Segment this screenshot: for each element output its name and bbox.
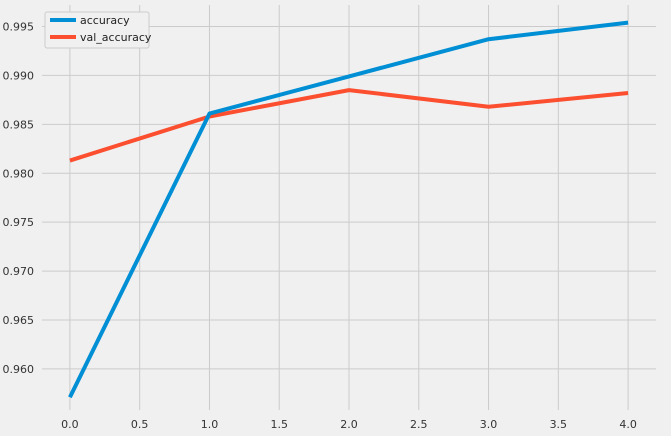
x-tick-label: 1.5 <box>270 418 288 431</box>
legend-label-accuracy: accuracy <box>80 14 130 27</box>
grid <box>42 5 656 410</box>
y-tick-label: 0.970 <box>3 265 35 278</box>
x-tick-label: 3.0 <box>480 418 498 431</box>
y-tick-label: 0.985 <box>3 118 35 131</box>
y-tick-label: 0.995 <box>3 21 35 34</box>
y-axis-ticks: 0.960 0.965 0.970 0.975 0.980 0.985 0.990 0.995 <box>3 21 35 376</box>
x-axis-ticks: 0.0 0.5 1.0 1.5 2.0 2.5 3.0 3.5 4.0 <box>61 418 637 431</box>
x-tick-label: 4.0 <box>619 418 637 431</box>
y-tick-label: 0.980 <box>3 167 35 180</box>
x-tick-label: 0.5 <box>131 418 149 431</box>
y-tick-label: 0.960 <box>3 363 35 376</box>
legend: accuracy val_accuracy <box>44 11 152 49</box>
y-tick-label: 0.975 <box>3 216 35 229</box>
x-tick-label: 1.0 <box>201 418 219 431</box>
series-lines <box>68 20 629 399</box>
x-tick-label: 3.5 <box>550 418 568 431</box>
x-tick-label: 0.0 <box>61 418 79 431</box>
x-tick-label: 2.5 <box>410 418 428 431</box>
x-tick-label: 2.0 <box>340 418 358 431</box>
series-line-val-accuracy <box>69 88 629 163</box>
y-tick-label: 0.965 <box>3 314 35 327</box>
y-tick-label: 0.990 <box>3 69 35 82</box>
series-line-accuracy <box>68 20 629 399</box>
legend-label-val-accuracy: val_accuracy <box>80 31 152 44</box>
